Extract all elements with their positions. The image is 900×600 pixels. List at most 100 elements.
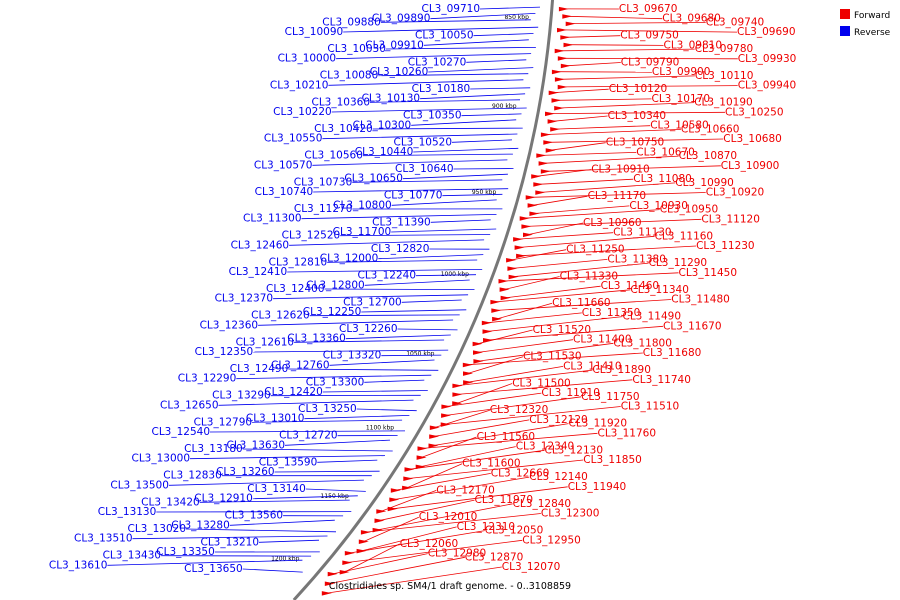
reverse-gene-label[interactable]: CL3_10000: [278, 53, 337, 65]
forward-gene-label[interactable]: CL3_12120: [529, 414, 588, 426]
reverse-gene-label[interactable]: CL3_10550: [264, 133, 323, 145]
reverse-gene-label[interactable]: CL3_12000: [320, 253, 379, 265]
reverse-gene-label[interactable]: CL3_12820: [371, 243, 430, 255]
reverse-gene-label[interactable]: CL3_13130: [98, 506, 157, 518]
reverse-gene-label[interactable]: CL3_10300: [353, 119, 412, 131]
forward-gene-label[interactable]: CL3_11230: [696, 240, 755, 252]
reverse-gene-label[interactable]: CL3_10570: [254, 159, 313, 171]
reverse-gene-label[interactable]: CL3_10520: [393, 136, 452, 148]
reverse-gene-label[interactable]: CL3_12520: [282, 230, 341, 242]
reverse-gene-label[interactable]: CL3_13010: [246, 413, 305, 425]
reverse-gene-label[interactable]: CL3_11700: [333, 226, 392, 238]
reverse-gene-label[interactable]: CL3_13000: [131, 453, 190, 465]
forward-gene-label[interactable]: CL3_11800: [613, 337, 672, 349]
forward-gene-label[interactable]: CL3_11920: [569, 418, 628, 430]
forward-gene-label[interactable]: CL3_10170: [652, 93, 711, 105]
forward-gene-label[interactable]: CL3_12320: [490, 404, 549, 416]
reverse-gene-label[interactable]: CL3_09880: [322, 16, 381, 28]
reverse-gene-label[interactable]: CL3_12360: [200, 319, 259, 331]
forward-gene-label[interactable]: CL3_11940: [568, 481, 627, 493]
forward-gene-label[interactable]: CL3_09680: [662, 13, 721, 25]
reverse-gene-label[interactable]: CL3_13360: [287, 333, 346, 345]
forward-gene-label[interactable]: CL3_11890: [592, 364, 651, 376]
forward-gene-label[interactable]: CL3_11330: [560, 271, 619, 283]
reverse-gene-label[interactable]: CL3_13290: [212, 390, 271, 402]
forward-gene-label[interactable]: CL3_11660: [552, 297, 611, 309]
reverse-gene-label[interactable]: CL3_12370: [215, 293, 274, 305]
forward-gene-label[interactable]: CL3_10990: [675, 177, 734, 189]
reverse-gene-label[interactable]: CL3_10360: [311, 96, 370, 108]
forward-gene-label[interactable]: CL3_09930: [738, 53, 797, 65]
forward-gene-label[interactable]: CL3_12300: [541, 508, 600, 520]
reverse-gene-label[interactable]: CL3_11270: [294, 203, 353, 215]
reverse-gene-label[interactable]: CL3_13430: [103, 550, 162, 562]
reverse-gene-label[interactable]: CL3_10220: [273, 106, 332, 118]
reverse-gene-label[interactable]: CL3_12400: [266, 283, 325, 295]
reverse-gene-label[interactable]: CL3_09710: [421, 3, 480, 15]
reverse-gene-label[interactable]: CL3_13650: [184, 563, 243, 575]
forward-gene-label[interactable]: CL3_10340: [608, 110, 667, 122]
forward-gene-label[interactable]: CL3_09810: [664, 39, 723, 51]
reverse-gene-label[interactable]: CL3_13420: [141, 496, 200, 508]
reverse-gene-label[interactable]: CL3_10210: [270, 79, 329, 91]
reverse-gene-label[interactable]: CL3_12810: [269, 256, 328, 268]
forward-gene-label[interactable]: CL3_11490: [623, 311, 682, 323]
forward-gene-label[interactable]: CL3_11400: [573, 334, 632, 346]
reverse-gene-label[interactable]: CL3_13180: [184, 443, 243, 455]
forward-gene-label[interactable]: CL3_11850: [583, 454, 642, 466]
reverse-gene-label[interactable]: CL3_12700: [343, 296, 402, 308]
forward-gene-label[interactable]: CL3_09940: [738, 80, 797, 92]
reverse-gene-label[interactable]: CL3_12800: [306, 279, 365, 291]
forward-gene-label[interactable]: CL3_12950: [522, 534, 581, 546]
reverse-gene-label[interactable]: CL3_13300: [306, 376, 365, 388]
reverse-gene-label[interactable]: CL3_13350: [156, 546, 215, 558]
reverse-gene-label[interactable]: CL3_13560: [225, 510, 284, 522]
reverse-gene-label[interactable]: CL3_12410: [229, 266, 288, 278]
forward-gene-label[interactable]: CL3_12340: [516, 441, 575, 453]
forward-gene-label[interactable]: CL3_09740: [706, 16, 765, 28]
forward-gene-label[interactable]: CL3_10190: [694, 97, 753, 109]
forward-gene-label[interactable]: CL3_11670: [663, 320, 722, 332]
reverse-gene-label[interactable]: CL3_10730: [294, 176, 353, 188]
forward-gene-label[interactable]: CL3_10580: [650, 120, 709, 132]
reverse-gene-label[interactable]: CL3_13320: [323, 350, 382, 362]
reverse-gene-label[interactable]: CL3_13260: [216, 466, 275, 478]
reverse-gene-label[interactable]: CL3_10560: [304, 150, 363, 162]
forward-gene-label[interactable]: CL3_11120: [701, 213, 760, 225]
reverse-gene-label[interactable]: CL3_12460: [231, 239, 290, 251]
forward-gene-label[interactable]: CL3_11560: [477, 431, 536, 443]
forward-gene-label[interactable]: CL3_11410: [563, 360, 622, 372]
forward-gene-label[interactable]: CL3_12010: [419, 511, 478, 523]
reverse-gene-label[interactable]: CL3_13250: [298, 403, 357, 415]
forward-gene-label[interactable]: CL3_11130: [613, 227, 672, 239]
forward-gene-label[interactable]: CL3_11160: [655, 230, 714, 242]
reverse-gene-label[interactable]: CL3_10350: [403, 110, 462, 122]
reverse-gene-label[interactable]: CL3_10740: [255, 186, 314, 198]
reverse-gene-label[interactable]: CL3_12350: [195, 346, 254, 358]
forward-gene-label[interactable]: CL3_12130: [545, 444, 604, 456]
forward-gene-label[interactable]: CL3_10680: [723, 133, 782, 145]
forward-gene-label[interactable]: CL3_11740: [632, 374, 691, 386]
forward-gene-label[interactable]: CL3_09780: [695, 43, 754, 55]
forward-gene-label[interactable]: CL3_09790: [621, 57, 680, 69]
forward-gene-label[interactable]: CL3_11910: [541, 387, 600, 399]
reverse-gene-label[interactable]: CL3_11300: [243, 213, 302, 225]
forward-gene-label[interactable]: CL3_10660: [681, 123, 740, 135]
forward-gene-label[interactable]: CL3_11760: [598, 427, 657, 439]
reverse-gene-label[interactable]: CL3_11390: [372, 216, 431, 228]
reverse-gene-label[interactable]: CL3_13590: [259, 456, 318, 468]
forward-gene-label[interactable]: CL3_10960: [583, 217, 642, 229]
reverse-gene-label[interactable]: CL3_10640: [395, 163, 454, 175]
reverse-gene-label[interactable]: CL3_10030: [327, 43, 386, 55]
forward-gene-label[interactable]: CL3_12840: [513, 498, 572, 510]
reverse-gene-label[interactable]: CL3_10080: [320, 70, 379, 82]
reverse-gene-label[interactable]: CL3_13280: [171, 519, 230, 531]
reverse-gene-label[interactable]: CL3_12720: [279, 430, 338, 442]
reverse-gene-label[interactable]: CL3_13210: [200, 536, 259, 548]
forward-gene-label[interactable]: CL3_12060: [400, 538, 459, 550]
reverse-gene-label[interactable]: CL3_10130: [362, 93, 421, 105]
forward-gene-label[interactable]: CL3_12310: [457, 521, 516, 533]
reverse-gene-label[interactable]: CL3_12610: [236, 336, 295, 348]
forward-gene-label[interactable]: CL3_10910: [591, 164, 650, 176]
forward-gene-label[interactable]: CL3_11350: [582, 307, 641, 319]
